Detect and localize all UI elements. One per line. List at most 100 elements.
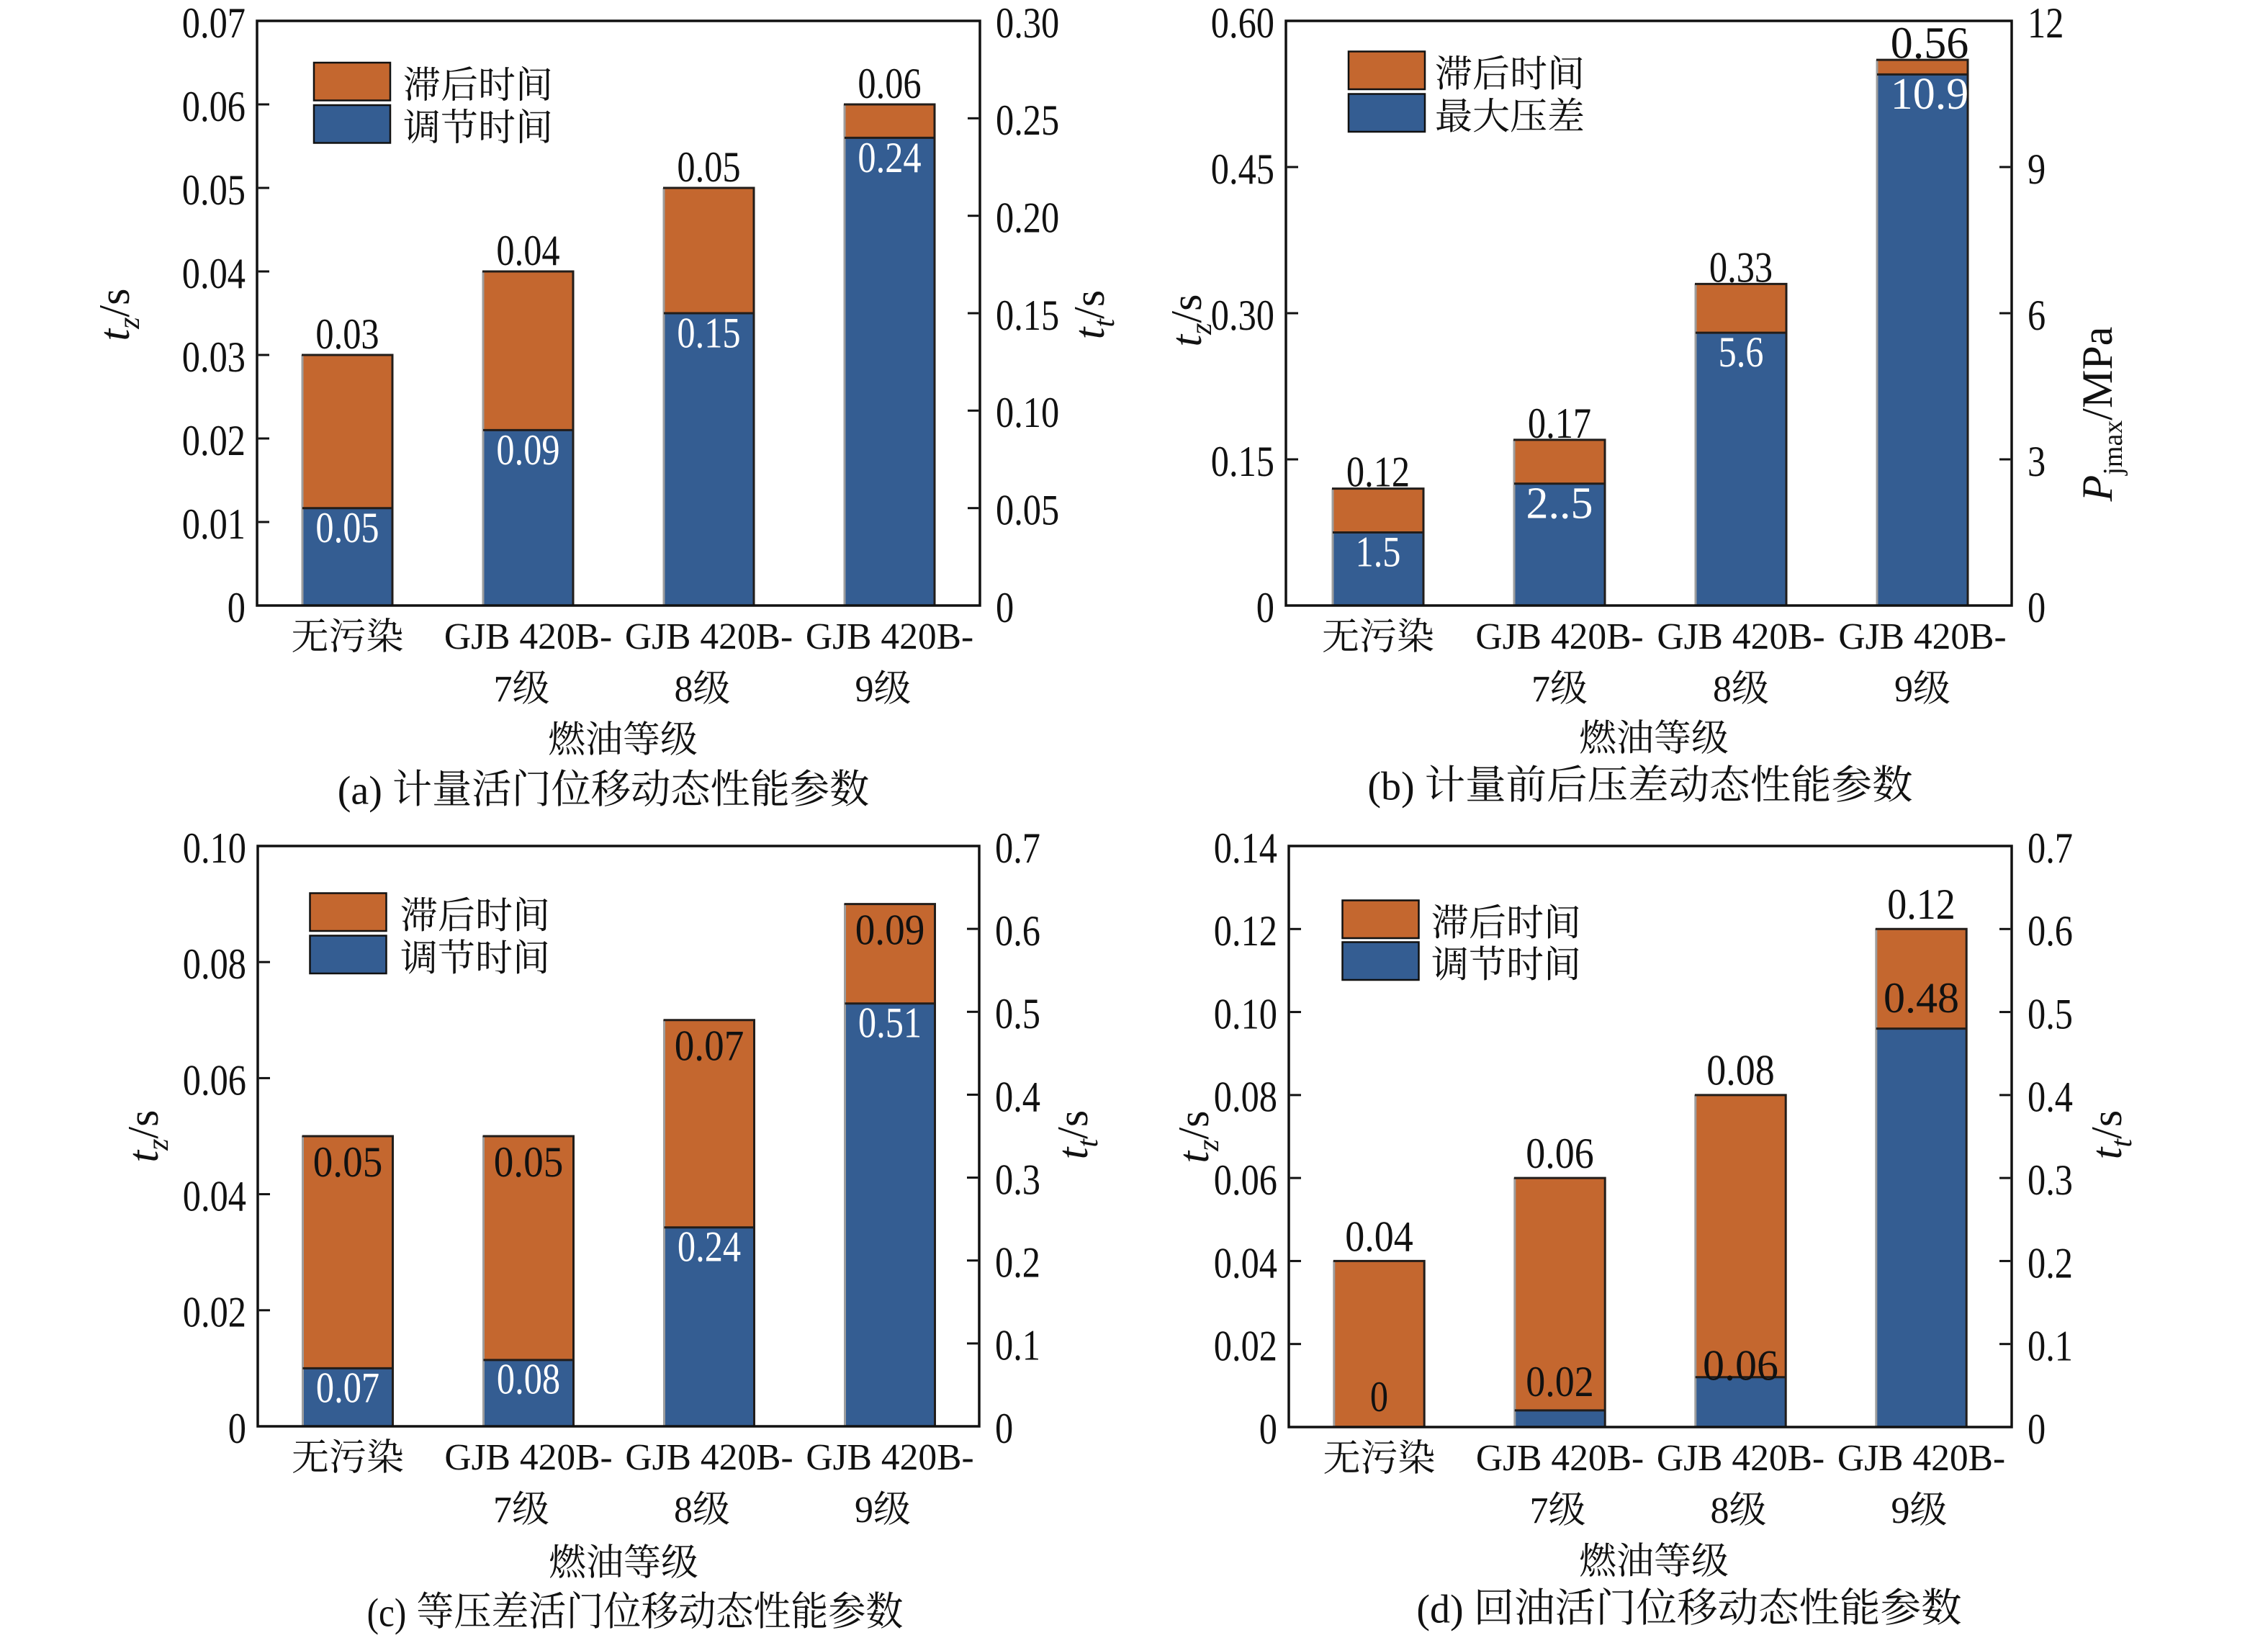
svg-text:0.4: 0.4 <box>2028 1074 2073 1121</box>
svg-text:0.06: 0.06 <box>1526 1130 1594 1177</box>
svg-text:0.17: 0.17 <box>1528 400 1591 447</box>
svg-text:0.04: 0.04 <box>1214 1239 1277 1287</box>
svg-text:0.05: 0.05 <box>182 166 246 214</box>
svg-text:0.02: 0.02 <box>183 1289 246 1336</box>
svg-text:(a): (a) <box>338 769 382 814</box>
svg-text:0.12: 0.12 <box>1887 881 1956 928</box>
svg-text:GJB 420B-: GJB 420B- <box>1837 1438 2005 1479</box>
svg-text:8: 8 <box>1713 669 1732 710</box>
svg-text:0.15: 0.15 <box>996 292 1059 339</box>
svg-text:0.20: 0.20 <box>996 194 1059 242</box>
svg-text:8: 8 <box>674 1490 693 1531</box>
svg-text:0.5: 0.5 <box>995 990 1040 1038</box>
svg-text:0.08: 0.08 <box>1706 1047 1775 1094</box>
svg-text:0: 0 <box>1370 1373 1388 1421</box>
svg-text:0: 0 <box>228 1405 246 1452</box>
svg-text:tt/s: tt/s <box>2083 1110 2138 1159</box>
svg-text:(c): (c) <box>367 1591 407 1636</box>
svg-text:0.04: 0.04 <box>182 250 246 297</box>
svg-text:9: 9 <box>855 1490 873 1531</box>
svg-text:GJB 420B-: GJB 420B- <box>806 1437 973 1478</box>
svg-text:0.10: 0.10 <box>1214 990 1277 1038</box>
svg-text:7: 7 <box>494 669 513 710</box>
svg-text:0: 0 <box>996 584 1014 631</box>
svg-text:0.05: 0.05 <box>494 1138 564 1186</box>
svg-text:9: 9 <box>855 669 874 710</box>
svg-text:0.1: 0.1 <box>2028 1323 2073 1370</box>
svg-text:3: 3 <box>2028 438 2046 485</box>
svg-text:0.56: 0.56 <box>1891 19 1969 68</box>
svg-text:0.04: 0.04 <box>1345 1212 1413 1260</box>
svg-text:7: 7 <box>1530 1490 1549 1531</box>
svg-text:7: 7 <box>493 1490 512 1531</box>
svg-text:0.45: 0.45 <box>1211 145 1274 193</box>
svg-text:0.03: 0.03 <box>182 333 246 381</box>
svg-text:0.24: 0.24 <box>678 1223 741 1271</box>
svg-text:(b): (b) <box>1367 765 1414 809</box>
svg-text:GJB 420B-: GJB 420B- <box>625 1437 793 1478</box>
svg-text:0.12: 0.12 <box>1346 449 1410 496</box>
svg-text:tz/s: tz/s <box>91 288 146 341</box>
svg-text:8: 8 <box>675 669 693 710</box>
svg-text:tt/s: tt/s <box>1049 1110 1104 1159</box>
svg-text:GJB 420B-: GJB 420B- <box>444 616 612 657</box>
svg-text:0.14: 0.14 <box>1214 824 1277 872</box>
svg-text:0.10: 0.10 <box>183 824 246 872</box>
svg-text:0.15: 0.15 <box>677 309 740 356</box>
svg-text:GJB 420B-: GJB 420B- <box>444 1437 612 1478</box>
svg-text:GJB 420B-: GJB 420B- <box>1657 616 1824 657</box>
svg-text:0.05: 0.05 <box>996 487 1059 534</box>
svg-text:GJB 420B-: GJB 420B- <box>1475 616 1643 657</box>
svg-text:9: 9 <box>2028 145 2046 193</box>
svg-text:tt/s: tt/s <box>1066 290 1121 339</box>
svg-text:0.3: 0.3 <box>995 1156 1040 1203</box>
svg-text:Pjmax/MPa: Pjmax/MPa <box>2074 327 2128 503</box>
svg-text:0.60: 0.60 <box>1211 0 1274 47</box>
svg-text:0.01: 0.01 <box>182 500 246 548</box>
svg-text:0.3: 0.3 <box>2028 1156 2073 1204</box>
svg-text:0.10: 0.10 <box>996 389 1059 436</box>
svg-text:0.02: 0.02 <box>1214 1323 1277 1370</box>
svg-text:0.06: 0.06 <box>1703 1341 1778 1389</box>
svg-text:0.4: 0.4 <box>995 1073 1040 1120</box>
svg-text:0.2: 0.2 <box>2028 1239 2073 1287</box>
svg-text:0.06: 0.06 <box>858 60 921 107</box>
svg-text:0.06: 0.06 <box>183 1056 246 1104</box>
svg-text:0.7: 0.7 <box>2028 824 2073 872</box>
svg-text:0.02: 0.02 <box>1526 1358 1594 1405</box>
svg-text:0.5: 0.5 <box>2028 990 2073 1038</box>
svg-text:12: 12 <box>2028 0 2064 47</box>
svg-text:5.6: 5.6 <box>1719 328 1764 376</box>
svg-text:0: 0 <box>2028 1405 2046 1453</box>
svg-text:GJB 420B-: GJB 420B- <box>625 616 793 657</box>
svg-text:0.6: 0.6 <box>995 907 1040 955</box>
svg-text:2..5: 2..5 <box>1526 479 1593 528</box>
svg-text:0.09: 0.09 <box>855 906 925 954</box>
svg-text:0.02: 0.02 <box>182 417 246 464</box>
svg-text:GJB 420B-: GJB 420B- <box>806 616 973 657</box>
svg-text:0: 0 <box>1256 584 1274 631</box>
svg-text:0.04: 0.04 <box>496 227 559 274</box>
svg-text:GJB 420B-: GJB 420B- <box>1838 616 2006 657</box>
svg-text:0.6: 0.6 <box>2028 907 2073 955</box>
svg-text:0.7: 0.7 <box>995 824 1040 872</box>
svg-text:0.04: 0.04 <box>183 1173 246 1220</box>
svg-text:0.15: 0.15 <box>1211 438 1274 485</box>
svg-text:0.51: 0.51 <box>858 999 922 1047</box>
svg-text:9: 9 <box>1894 669 1913 710</box>
svg-text:GJB 420B-: GJB 420B- <box>1657 1438 1824 1479</box>
svg-text:tz/s: tz/s <box>120 1110 175 1162</box>
svg-text:0.03: 0.03 <box>315 310 379 358</box>
svg-text:tz/s: tz/s <box>1163 294 1218 346</box>
svg-text:0.09: 0.09 <box>496 426 559 474</box>
svg-text:9: 9 <box>1891 1490 1910 1531</box>
svg-text:0.05: 0.05 <box>677 143 740 191</box>
svg-text:0.07: 0.07 <box>316 1364 379 1411</box>
svg-text:0.06: 0.06 <box>1214 1156 1277 1204</box>
svg-text:0.2: 0.2 <box>995 1239 1040 1287</box>
svg-text:7: 7 <box>1531 669 1550 710</box>
svg-text:0.33: 0.33 <box>1709 243 1773 291</box>
svg-text:0.25: 0.25 <box>996 96 1059 144</box>
svg-text:0.08: 0.08 <box>1214 1074 1277 1121</box>
svg-text:GJB 420B-: GJB 420B- <box>1476 1438 1644 1479</box>
